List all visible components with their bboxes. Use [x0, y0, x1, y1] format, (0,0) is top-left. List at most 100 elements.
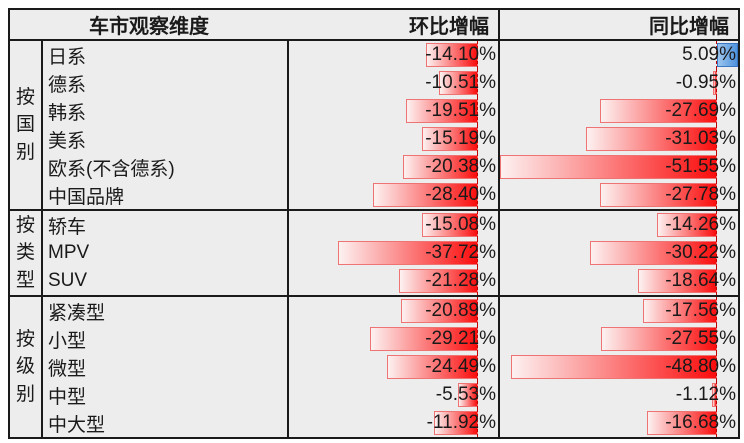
- axis-line: [716, 325, 717, 353]
- yoy-value-cell: -27.69%: [499, 97, 739, 125]
- data-bar: [369, 327, 478, 351]
- value-label: -16.68%: [665, 412, 736, 433]
- mom-value-cell: -37.72%: [288, 239, 500, 267]
- data-bar: [405, 99, 478, 123]
- value-label: -37.72%: [425, 242, 496, 263]
- axis-line: [716, 381, 717, 409]
- header-row: 车市观察维度 环比增幅 同比增幅: [9, 9, 739, 41]
- row-label-cell: 轿车: [42, 209, 289, 239]
- yoy-value-cell: -27.55%: [499, 325, 739, 353]
- axis-line: [716, 41, 717, 69]
- value-label: -30.22%: [665, 242, 736, 263]
- group-cell: 按级别: [9, 295, 43, 438]
- group-label: 按类型: [15, 214, 35, 291]
- table-row: 中国品牌 -28.40% -27.78%: [9, 181, 739, 210]
- data-bar: [422, 213, 478, 237]
- axis-line: [716, 353, 717, 381]
- yoy-value-cell: -30.22%: [499, 239, 739, 267]
- mom-value-cell: -28.40%: [288, 181, 500, 210]
- data-bar: [589, 241, 717, 265]
- axis-line: [716, 181, 717, 209]
- mom-value-cell: -15.19%: [288, 125, 500, 153]
- table-row: 中型 -5.53% -1.12%: [9, 381, 739, 409]
- row-label-cell: MPV: [42, 239, 289, 267]
- yoy-value-cell: -14.26%: [499, 209, 739, 239]
- group-label: 按级别: [15, 328, 35, 405]
- value-label: -0.95%: [675, 72, 736, 93]
- data-bar: [372, 183, 478, 207]
- table-row: 小型 -29.21% -27.55%: [9, 325, 739, 353]
- value-label: -11.92%: [426, 412, 496, 433]
- table-row: 按国别日系 -14.10% 5.09%: [9, 39, 739, 210]
- yoy-value-cell: -27.78%: [499, 181, 739, 210]
- axis-line: [477, 211, 478, 239]
- value-label: -27.69%: [665, 100, 736, 121]
- axis-line: [716, 211, 717, 239]
- table-row: 按类型轿车 -15.08% -14.26%: [9, 209, 739, 296]
- value-label: -5.53%: [435, 384, 496, 405]
- value-label: -27.78%: [665, 184, 736, 205]
- value-label: -1.12%: [675, 384, 736, 405]
- row-label-cell: 欧系(不含德系): [42, 153, 289, 181]
- table-row: 微型 -24.49% -48.80%: [9, 353, 739, 381]
- mom-value-cell: -11.92%: [288, 409, 500, 438]
- axis-line: [477, 153, 478, 181]
- yoy-value-cell: -16.68%: [499, 409, 739, 438]
- value-label: -21.28%: [425, 270, 496, 291]
- axis-line: [477, 97, 478, 125]
- axis-line: [716, 409, 717, 437]
- column-header-yoy: 同比增幅: [499, 9, 739, 41]
- value-label: -14.10%: [425, 44, 496, 65]
- axis-line: [477, 353, 478, 381]
- row-label-cell: 中型: [42, 381, 289, 409]
- value-label: -17.56%: [665, 300, 736, 321]
- data-bar: [642, 299, 717, 323]
- data-bar: [511, 355, 717, 379]
- value-label: -10.51%: [425, 72, 496, 93]
- group-cell: 按国别: [9, 39, 43, 210]
- value-label: -20.89%: [425, 300, 496, 321]
- data-bar: [421, 127, 478, 151]
- axis-line: [477, 409, 478, 437]
- row-label-cell: 日系: [42, 39, 289, 69]
- value-label: -24.49%: [425, 356, 496, 377]
- row-label-cell: 韩系: [42, 97, 289, 125]
- axis-line: [477, 267, 478, 295]
- column-header-mom: 环比增幅: [288, 9, 500, 41]
- data-bar: [646, 411, 717, 435]
- mom-value-cell: -24.49%: [288, 353, 500, 381]
- data-bar: [425, 43, 478, 67]
- axis-line: [477, 125, 478, 153]
- yoy-value-cell: -17.56%: [499, 295, 739, 325]
- mom-value-cell: -29.21%: [288, 325, 500, 353]
- axis-line: [716, 267, 717, 295]
- axis-line: [477, 181, 478, 209]
- axis-line: [477, 41, 478, 69]
- value-label: -15.08%: [425, 214, 496, 235]
- table-row: 德系 -10.51% -0.95%: [9, 69, 739, 97]
- axis-line: [477, 325, 478, 353]
- axis-line: [477, 297, 478, 325]
- table-row: 中大型 -11.92% -16.68%: [9, 409, 739, 438]
- value-label: -19.51%: [425, 100, 496, 121]
- group-label: 按国别: [15, 86, 35, 163]
- row-label-cell: 德系: [42, 69, 289, 97]
- car-market-table: 车市观察维度 环比增幅 同比增幅 按国别日系 -14.10% 5.09% 德系 -10.…: [8, 8, 740, 439]
- table-row: MPV -37.72% -30.22%: [9, 239, 739, 267]
- data-bar: [656, 213, 717, 237]
- axis-line: [716, 153, 717, 181]
- row-label-cell: 微型: [42, 353, 289, 381]
- row-label-cell: 紧凑型: [42, 295, 289, 325]
- yoy-value-cell: -31.03%: [499, 125, 739, 153]
- yoy-value-cell: -0.95%: [499, 69, 739, 97]
- mom-value-cell: -15.08%: [288, 209, 500, 239]
- value-label: -51.55%: [665, 156, 736, 177]
- row-label-cell: SUV: [42, 267, 289, 296]
- value-label: -15.19%: [425, 128, 496, 149]
- mom-value-cell: -10.51%: [288, 69, 500, 97]
- yoy-value-cell: 5.09%: [499, 39, 739, 69]
- mom-value-cell: -14.10%: [288, 39, 500, 69]
- value-label: 5.09%: [682, 44, 736, 65]
- axis-line: [716, 125, 717, 153]
- mom-value-cell: -20.38%: [288, 153, 500, 181]
